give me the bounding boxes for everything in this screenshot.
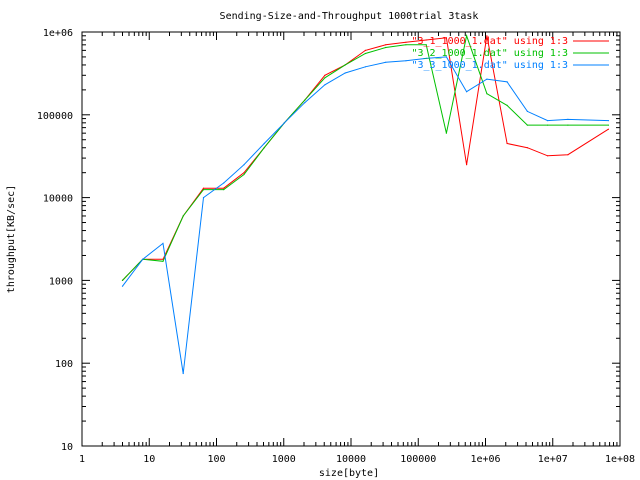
x-tick-label: 10 (143, 454, 155, 465)
data-point (445, 132, 447, 134)
data-point (243, 172, 245, 174)
series-lines (121, 33, 610, 375)
data-point (121, 279, 124, 281)
data-point (506, 142, 508, 145)
data-point (526, 147, 529, 149)
data-point (385, 46, 387, 49)
chart-title: Sending-Size-and-Throughput 1000trial 3t… (220, 11, 479, 22)
data-point (344, 72, 346, 74)
data-point (607, 120, 610, 122)
data-point (405, 41, 407, 43)
data-point (506, 81, 508, 83)
data-point (324, 74, 326, 76)
data-point (223, 189, 225, 191)
data-point (243, 164, 245, 166)
data-point (486, 93, 488, 95)
data-point (121, 285, 124, 287)
data-point (526, 110, 529, 112)
x-tick-label: 100000 (400, 454, 436, 465)
data-point (567, 118, 569, 120)
data-point (445, 56, 447, 58)
data-point (182, 372, 184, 375)
data-point (364, 66, 366, 68)
data-point (364, 52, 366, 55)
x-axis-ticks: 1 10 100 1000 10000 100000 1e+06 1e+07 1e+08 (79, 32, 635, 465)
data-point (526, 124, 529, 126)
data-point (364, 49, 366, 52)
data-point (283, 122, 285, 124)
y-tick-label: 1000 (49, 276, 73, 287)
data-point (385, 61, 387, 63)
y-tick-label: 100000 (37, 111, 73, 122)
x-axis-label: size[byte] (319, 468, 379, 479)
data-point (466, 35, 468, 37)
data-point (547, 124, 549, 126)
plot-frame (81, 31, 621, 447)
data-point (486, 35, 488, 37)
data-point (607, 128, 610, 130)
series-line-1 (122, 35, 609, 281)
x-tick-label: 1e+06 (470, 454, 500, 465)
data-point (405, 44, 407, 46)
data-point (344, 64, 346, 66)
data-point (263, 147, 265, 149)
data-point (425, 39, 427, 41)
data-point (202, 197, 205, 199)
data-point (466, 164, 468, 166)
data-point (162, 242, 164, 244)
data-point (202, 189, 205, 191)
y-tick-label: 1e+06 (43, 28, 73, 39)
data-point (182, 215, 184, 217)
y-tick-label: 10000 (43, 194, 73, 205)
data-point (202, 187, 205, 189)
data-point (162, 260, 164, 262)
data-point (486, 78, 488, 80)
data-point (304, 102, 306, 104)
legend-label: "3_1_1000_1.dat" using 1:3 (411, 36, 568, 47)
data-point (385, 44, 387, 46)
x-tick-label: 1e+07 (538, 454, 568, 465)
x-tick-label: 100 (207, 454, 225, 465)
data-point (567, 124, 569, 126)
data-point (304, 99, 306, 101)
data-point (223, 187, 225, 189)
y-tick-label: 100 (55, 359, 73, 370)
data-point (445, 37, 447, 39)
data-point (466, 91, 468, 93)
legend: "3_1_1000_1.dat" using 1:3"3_2_1000_1.da… (411, 36, 609, 71)
x-tick-label: 10000 (336, 454, 366, 465)
data-point (425, 57, 427, 60)
data-point (405, 60, 407, 62)
data-point (324, 77, 326, 79)
y-axis-label: throughput[KB/sec] (6, 185, 17, 293)
legend-label: "3_3_1000_1.dat" using 1:3 (411, 60, 568, 71)
data-point (547, 155, 549, 157)
data-point (243, 173, 245, 176)
data-point (324, 84, 326, 86)
y-tick-label: 10 (61, 442, 73, 453)
legend-label: "3_2_1000_1.dat" using 1:3 (411, 48, 568, 59)
series-line-3 (122, 56, 609, 374)
x-tick-label: 1000 (272, 454, 296, 465)
x-tick-label: 1e+08 (605, 454, 635, 465)
data-point (567, 154, 569, 156)
data-point (506, 104, 508, 106)
data-point (263, 142, 265, 145)
data-point (223, 182, 225, 184)
data-point (425, 44, 427, 46)
data-point (607, 124, 610, 126)
series-line-2 (122, 33, 609, 281)
y-axis-ticks: 10 100 1000 10000 100000 1e+06 (37, 28, 620, 453)
x-tick-label: 1 (79, 454, 85, 465)
data-point (142, 258, 144, 260)
data-point (547, 120, 549, 122)
